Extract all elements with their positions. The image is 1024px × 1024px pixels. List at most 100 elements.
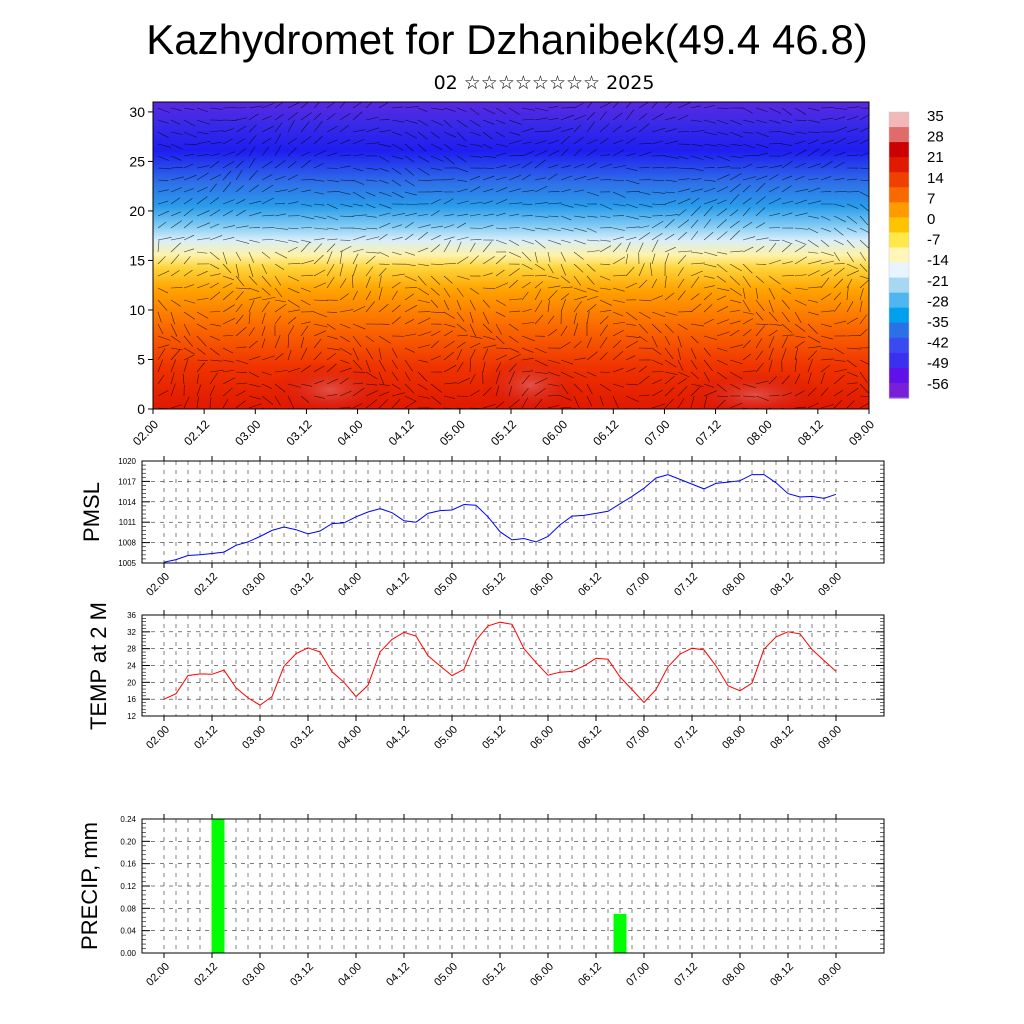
wind-vector: [833, 359, 846, 362]
wind-vector: [417, 224, 431, 229]
wind-vector: [612, 321, 625, 325]
wind-vector: [313, 135, 323, 145]
wind-vector: [768, 376, 777, 385]
wind-vector: [508, 174, 522, 181]
wind-vector: [833, 267, 845, 277]
wind-vector: [287, 275, 300, 282]
wind-vector: [560, 251, 566, 262]
wind-vector: [391, 106, 403, 109]
x-tick-label: 03.12: [288, 571, 316, 599]
wind-vector: [378, 167, 389, 172]
wind-vector: [677, 219, 690, 229]
wind-vector: [300, 260, 314, 265]
wind-vector: [625, 126, 637, 133]
wind-vector: [690, 167, 704, 172]
wind-vector: [547, 275, 559, 280]
wind-vector: [482, 335, 496, 340]
wind-vector: [404, 131, 417, 139]
wind-vector: [859, 167, 869, 170]
wind-vector: [209, 160, 220, 169]
wind-vector: [625, 266, 635, 277]
wind-vector: [508, 353, 521, 361]
wind-vector: [690, 230, 699, 241]
wind-vector: [313, 191, 325, 195]
wind-vector: [820, 227, 831, 232]
wind-vector: [183, 323, 191, 336]
wind-vector: [287, 246, 298, 253]
wind-vector: [313, 238, 325, 241]
wind-vector: [456, 213, 469, 217]
wind-vector: [703, 199, 718, 205]
wind-vector: [781, 311, 790, 323]
wind-vector: [612, 274, 626, 277]
wind-vector: [534, 215, 549, 218]
wind-vector: [742, 119, 754, 123]
wind-vector: [404, 143, 414, 152]
wind-vector: [209, 359, 223, 362]
wind-vector: [391, 316, 401, 325]
wind-vector: [352, 403, 363, 409]
wind-vector: [703, 371, 710, 382]
wind-vector: [248, 327, 255, 337]
colorbar-swatch: [889, 112, 909, 128]
pmsl-axes: 1005 1008 1011 1014 1017 1020 02.00 02.12 03.00 0…: [118, 456, 884, 599]
temp-y-label: TEMP at 2 M: [86, 602, 111, 730]
wind-vector: [768, 227, 781, 229]
wind-vector: [534, 227, 549, 231]
wind-vector: [859, 179, 869, 182]
colorbar-label: 14: [927, 170, 944, 187]
wind-vector: [690, 383, 704, 387]
wind-vector: [365, 116, 379, 121]
wind-vector: [703, 206, 713, 217]
wind-vector: [365, 236, 380, 241]
wind-vector: [833, 116, 846, 121]
wind-vector: [404, 395, 417, 402]
wind-vector: [625, 191, 640, 193]
precip-y-label: PRECIP, mm: [77, 822, 102, 950]
wind-vector: [456, 236, 469, 241]
wind-vector: [183, 284, 194, 289]
wind-vector: [300, 321, 311, 325]
wind-vector: [547, 227, 561, 232]
wind-vector: [638, 323, 649, 334]
wind-vector: [456, 155, 467, 163]
wind-vector: [313, 323, 328, 328]
wind-vector: [612, 236, 624, 241]
wind-vector: [521, 151, 534, 157]
wind-vector: [352, 102, 363, 109]
wind-vector: [833, 278, 844, 289]
wind-vector: [807, 178, 819, 181]
wind-vector: [649, 262, 653, 277]
wind-vector: [300, 203, 312, 207]
wind-vector: [391, 392, 406, 397]
wind-vector: [183, 198, 193, 205]
wind-vector: [235, 185, 244, 193]
wind-vector: [248, 263, 254, 277]
wind-vector: [482, 188, 494, 193]
wind-vector: [755, 143, 769, 148]
wind-vector: [846, 215, 858, 224]
wind-vector: [833, 126, 847, 133]
wind-vector: [846, 387, 859, 397]
wind-vector: [495, 119, 506, 125]
wind-vector: [612, 102, 620, 109]
wind-vector: [430, 275, 441, 285]
wind-vector: [261, 287, 271, 296]
wind-vector: [404, 305, 418, 313]
wind-vector: [404, 287, 418, 289]
wind-vector: [638, 215, 652, 218]
colorbar-swatch: [889, 262, 909, 279]
wind-vector: [560, 383, 569, 395]
wind-vector: [560, 395, 572, 401]
page-title: Kazhydromet for Dzhanibek(49.4 46.8): [146, 16, 868, 63]
precip-axes: 0.00 0.04 0.08 0.12 0.16 0.20 0.24 02.00 02.12 03…: [120, 814, 884, 989]
wind-vector: [716, 131, 729, 136]
wind-vector: [391, 191, 404, 199]
wind-vector: [443, 178, 455, 181]
wind-vector: [859, 383, 869, 394]
wind-vector: [521, 308, 532, 313]
wind-vector: [222, 369, 235, 373]
wind-vector: [313, 243, 323, 253]
wind-vector: [651, 203, 666, 206]
wind-vector: [326, 215, 339, 221]
